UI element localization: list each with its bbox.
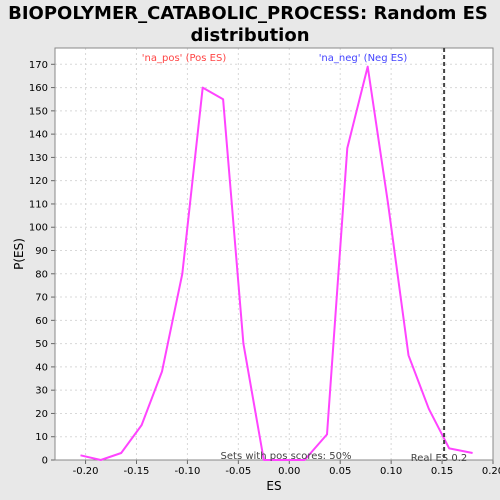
- x-tick-label: 0.20: [482, 466, 500, 477]
- y-tick-label: 110: [29, 199, 48, 210]
- y-tick-label: 120: [29, 176, 48, 187]
- y-tick-label: 20: [35, 409, 48, 420]
- neg-es-label: 'na_neg' (Neg ES): [319, 53, 408, 64]
- x-tick-label: 0.05: [329, 466, 351, 477]
- plot-area: [55, 48, 493, 460]
- y-tick-label: 140: [29, 130, 48, 141]
- y-tick-label: 100: [29, 223, 48, 234]
- y-tick-label: 60: [35, 316, 48, 327]
- real-es-label: Real ES 0.2: [411, 453, 467, 464]
- y-tick-label: 150: [29, 106, 48, 117]
- y-tick-label: 170: [29, 60, 48, 71]
- y-tick-label: 10: [35, 432, 48, 443]
- axes: 0 10 20 30 40 50 60 70 80 90 100 110 120 130 140 150 160…: [29, 47, 500, 477]
- y-tick-label: 90: [35, 246, 48, 257]
- x-tick-label: 0.15: [431, 466, 453, 477]
- x-axis-label: ES: [266, 479, 281, 493]
- y-tick-label: 70: [35, 293, 48, 304]
- y-tick-label: 50: [35, 339, 48, 350]
- chart-title-line-1: BIOPOLYMER_CATABOLIC_PROCESS: Random ES: [8, 3, 488, 24]
- y-tick-label: 0: [42, 456, 48, 467]
- x-tick-label: 0.00: [278, 466, 300, 477]
- chart-title-line-2: distribution: [190, 25, 309, 46]
- x-tick-label: -0.10: [174, 466, 200, 477]
- x-tick-label: -0.20: [73, 466, 99, 477]
- x-tick-label: -0.15: [124, 466, 150, 477]
- series-layer: [80, 65, 473, 461]
- y-axis-label: P(ES): [12, 238, 26, 270]
- x-tick-label: -0.05: [225, 466, 251, 477]
- y-tick-label: 80: [35, 269, 48, 280]
- y-tick-label: 130: [29, 153, 48, 164]
- grid: [55, 48, 494, 461]
- pos-es-label: 'na_pos' (Pos ES): [142, 53, 227, 64]
- y-tick-label: 40: [35, 362, 48, 373]
- x-tick-label: 0.10: [380, 466, 402, 477]
- y-tick-label: 160: [29, 83, 48, 94]
- es-distribution-line: [80, 65, 473, 461]
- y-tick-label: 30: [35, 386, 48, 397]
- sets-pos-scores-label: Sets with pos scores: 50%: [221, 451, 352, 462]
